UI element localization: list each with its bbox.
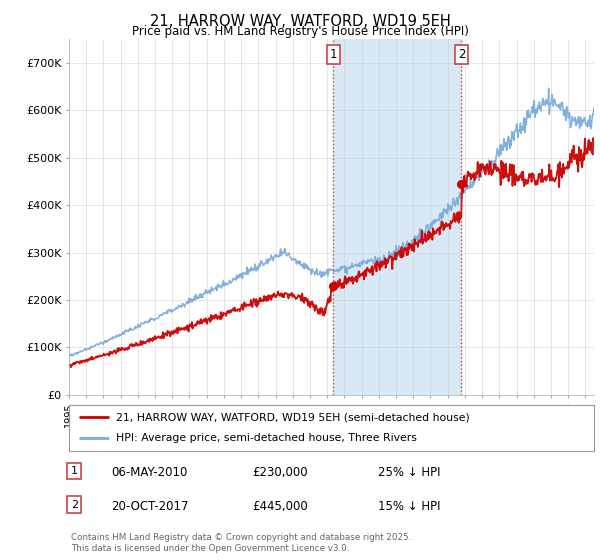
Text: 1: 1 xyxy=(71,466,78,476)
Text: 06-MAY-2010: 06-MAY-2010 xyxy=(111,466,187,479)
Text: 2: 2 xyxy=(71,500,78,510)
Text: 20-OCT-2017: 20-OCT-2017 xyxy=(111,500,188,512)
Text: Price paid vs. HM Land Registry's House Price Index (HPI): Price paid vs. HM Land Registry's House … xyxy=(131,25,469,38)
Text: 15% ↓ HPI: 15% ↓ HPI xyxy=(378,500,440,512)
Bar xyxy=(333,39,461,395)
Text: £445,000: £445,000 xyxy=(252,500,308,512)
Text: 2: 2 xyxy=(458,48,465,61)
Text: £230,000: £230,000 xyxy=(252,466,308,479)
Text: Contains HM Land Registry data © Crown copyright and database right 2025.
This d: Contains HM Land Registry data © Crown c… xyxy=(71,533,411,553)
Text: 25% ↓ HPI: 25% ↓ HPI xyxy=(378,466,440,479)
Text: 1: 1 xyxy=(329,48,337,61)
Text: 21, HARROW WAY, WATFORD, WD19 5EH (semi-detached house): 21, HARROW WAY, WATFORD, WD19 5EH (semi-… xyxy=(116,412,470,422)
Text: 21, HARROW WAY, WATFORD, WD19 5EH: 21, HARROW WAY, WATFORD, WD19 5EH xyxy=(149,14,451,29)
Text: HPI: Average price, semi-detached house, Three Rivers: HPI: Average price, semi-detached house,… xyxy=(116,433,417,444)
